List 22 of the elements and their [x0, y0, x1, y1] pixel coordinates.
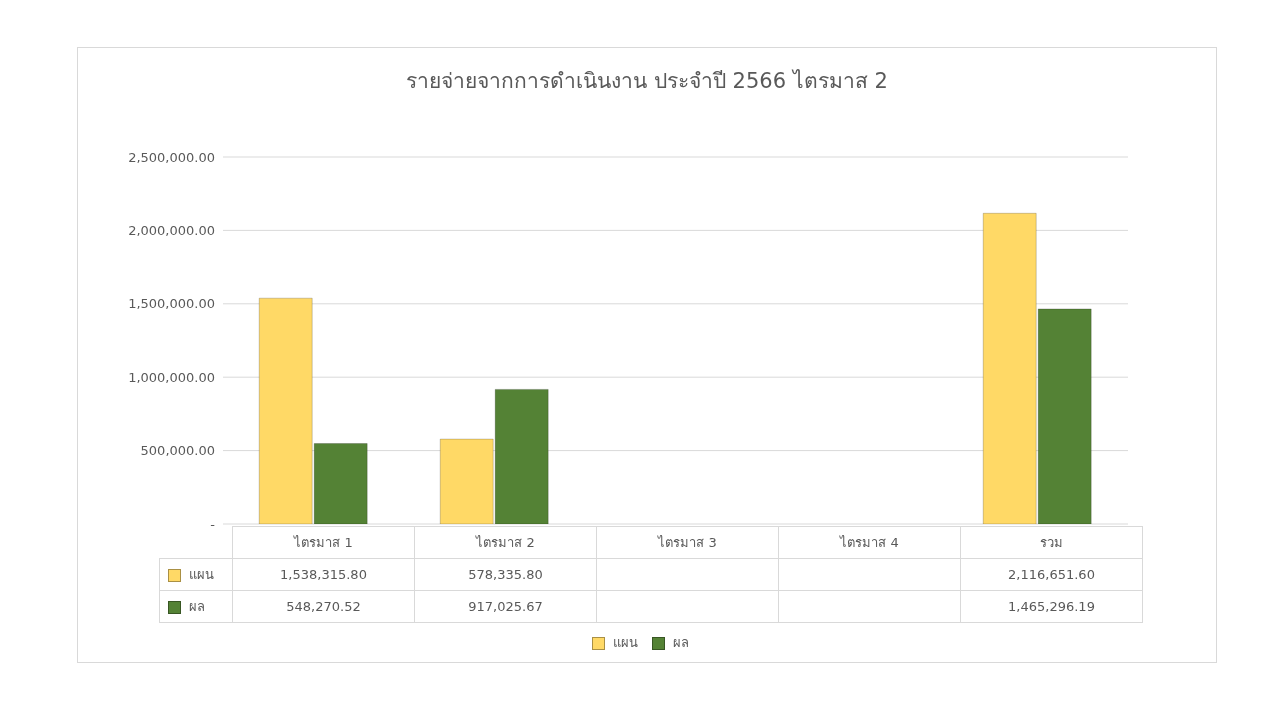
- legend-label: แผน: [159, 558, 233, 591]
- x-tick-label: ไตรมาส 4: [778, 526, 961, 559]
- x-tick-label: ไตรมาส 1: [232, 526, 415, 559]
- x-tick-label: รวม: [960, 526, 1143, 559]
- x-tick-label: ไตรมาส 3: [596, 526, 779, 559]
- chart-title: รายจ่ายจากการดำเนินงาน ประจำปี 2566 ไตรมาส 2: [405, 68, 889, 95]
- data-label: 548,270.52: [232, 590, 415, 623]
- y-tick-label: 1,000,000.00: [128, 369, 215, 385]
- data-label: 1,538,315.80: [232, 558, 415, 591]
- y-tick-label: -: [210, 516, 216, 532]
- text: แผน: [612, 635, 638, 650]
- data-label: 917,025.67: [414, 590, 597, 623]
- x-tick-label: ไตรมาส 2: [414, 526, 597, 559]
- y-tick-label: 2,000,000.00: [128, 223, 215, 239]
- data-label: 578,335.80: [414, 558, 597, 591]
- data-label: 2,116,651.60: [960, 558, 1143, 591]
- legend-label: ผล: [671, 635, 689, 650]
- y-tick-label: 1,500,000.00: [128, 296, 215, 312]
- y-tick-label: 500,000.00: [140, 443, 215, 459]
- text: ผล: [189, 599, 205, 614]
- y-tick-label: 2,500,000.00: [128, 149, 215, 165]
- data-label: 1,465,296.19: [960, 590, 1143, 623]
